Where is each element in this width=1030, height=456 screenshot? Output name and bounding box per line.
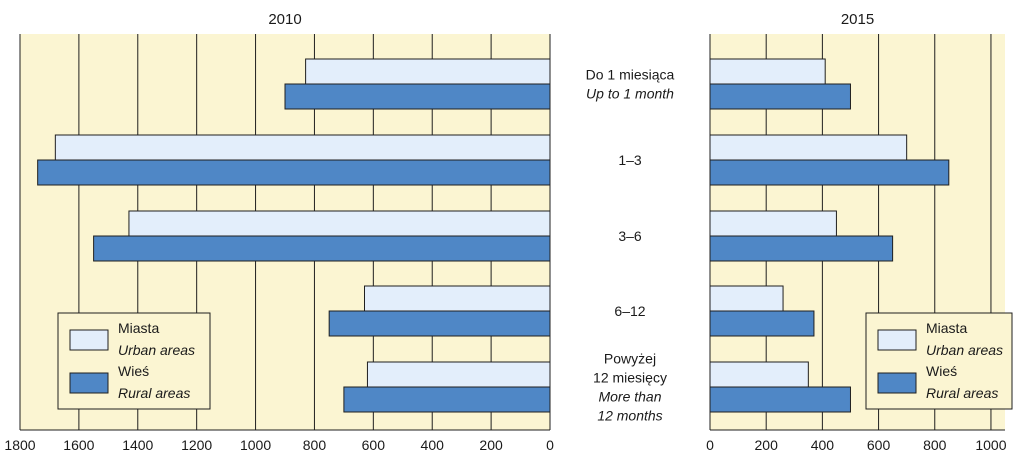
- bar-2010-urban-0: [305, 58, 551, 85]
- bar-2010-urban-2: [128, 210, 551, 237]
- x-tick-label-2010-200: 200: [479, 437, 503, 453]
- category-label-0-0: Do 1 miesiąca: [586, 67, 675, 83]
- category-label-2-0: 3–6: [618, 228, 642, 244]
- category-label-0-1: Up to 1 month: [586, 86, 674, 102]
- bar-2010-rural-1: [37, 159, 551, 186]
- legend-label-rural-en-2015: Rural areas: [926, 385, 998, 401]
- chart-title-2010: 2010: [268, 11, 301, 28]
- bar-2015-rural-3: [709, 310, 815, 337]
- bar-2010-urban-1: [54, 134, 551, 161]
- x-tick-label-2010-1800: 1800: [4, 437, 35, 453]
- bar-2015-rural-2: [709, 235, 894, 262]
- category-label-4-3: 12 months: [597, 408, 662, 424]
- bar-2015-urban-0: [709, 58, 826, 85]
- bar-2010-rural-2: [93, 235, 551, 262]
- bar-2010-urban-3: [364, 285, 551, 312]
- category-label-4-2: More than: [598, 389, 661, 405]
- x-tick-label-2015-800: 800: [923, 437, 947, 453]
- legend-swatch-urban-2015: [877, 329, 917, 351]
- bar-2015-rural-4: [709, 386, 851, 413]
- x-tick-label-2015-0: 0: [706, 437, 714, 453]
- x-tick-label-2010-0: 0: [546, 437, 554, 453]
- category-label-1-0: 1–3: [618, 152, 642, 168]
- x-tick-label-2010-1200: 1200: [181, 437, 212, 453]
- x-tick-label-2010-1400: 1400: [122, 437, 153, 453]
- x-tick-label-2010-600: 600: [362, 437, 386, 453]
- x-tick-label-2010-400: 400: [421, 437, 445, 453]
- bar-2015-urban-3: [709, 285, 784, 312]
- legend-label-urban-en-2010: Urban areas: [118, 342, 195, 358]
- legend-label-urban-2015: Miasta: [926, 320, 967, 336]
- legend-swatch-rural-2015: [877, 372, 917, 394]
- bar-2015-rural-1: [709, 159, 950, 186]
- x-tick-label-2015-200: 200: [755, 437, 779, 453]
- category-label-4-1: 12 miesięcy: [593, 370, 667, 386]
- legend-label-urban-2010: Miasta: [118, 320, 159, 336]
- x-tick-label-2015-1000: 1000: [975, 437, 1006, 453]
- bar-2015-urban-1: [709, 134, 908, 161]
- x-tick-label-2010-1600: 1600: [63, 437, 94, 453]
- bar-2010-rural-4: [343, 386, 551, 413]
- legend-label-rural-2015: Wieś: [926, 363, 957, 379]
- legend-swatch-rural-2010: [69, 372, 109, 394]
- x-tick-label-2010-800: 800: [303, 437, 327, 453]
- legend-label-rural-2010: Wieś: [118, 363, 149, 379]
- bar-2015-urban-2: [709, 210, 837, 237]
- chart-title-2015: 2015: [841, 11, 874, 28]
- bar-2015-rural-0: [709, 83, 851, 110]
- legend-swatch-urban-2010: [69, 329, 109, 351]
- x-tick-label-2015-600: 600: [867, 437, 891, 453]
- bar-2010-urban-4: [366, 361, 551, 388]
- category-label-4-0: Powyżej: [604, 351, 656, 367]
- bar-2015-urban-4: [709, 361, 809, 388]
- x-tick-label-2015-400: 400: [811, 437, 835, 453]
- bar-2010-rural-3: [328, 310, 551, 337]
- bar-2010-rural-0: [284, 83, 551, 110]
- category-label-3-0: 6–12: [614, 303, 645, 319]
- legend-label-urban-en-2015: Urban areas: [926, 342, 1003, 358]
- x-tick-label-2010-1000: 1000: [240, 437, 271, 453]
- legend-label-rural-en-2010: Rural areas: [118, 385, 190, 401]
